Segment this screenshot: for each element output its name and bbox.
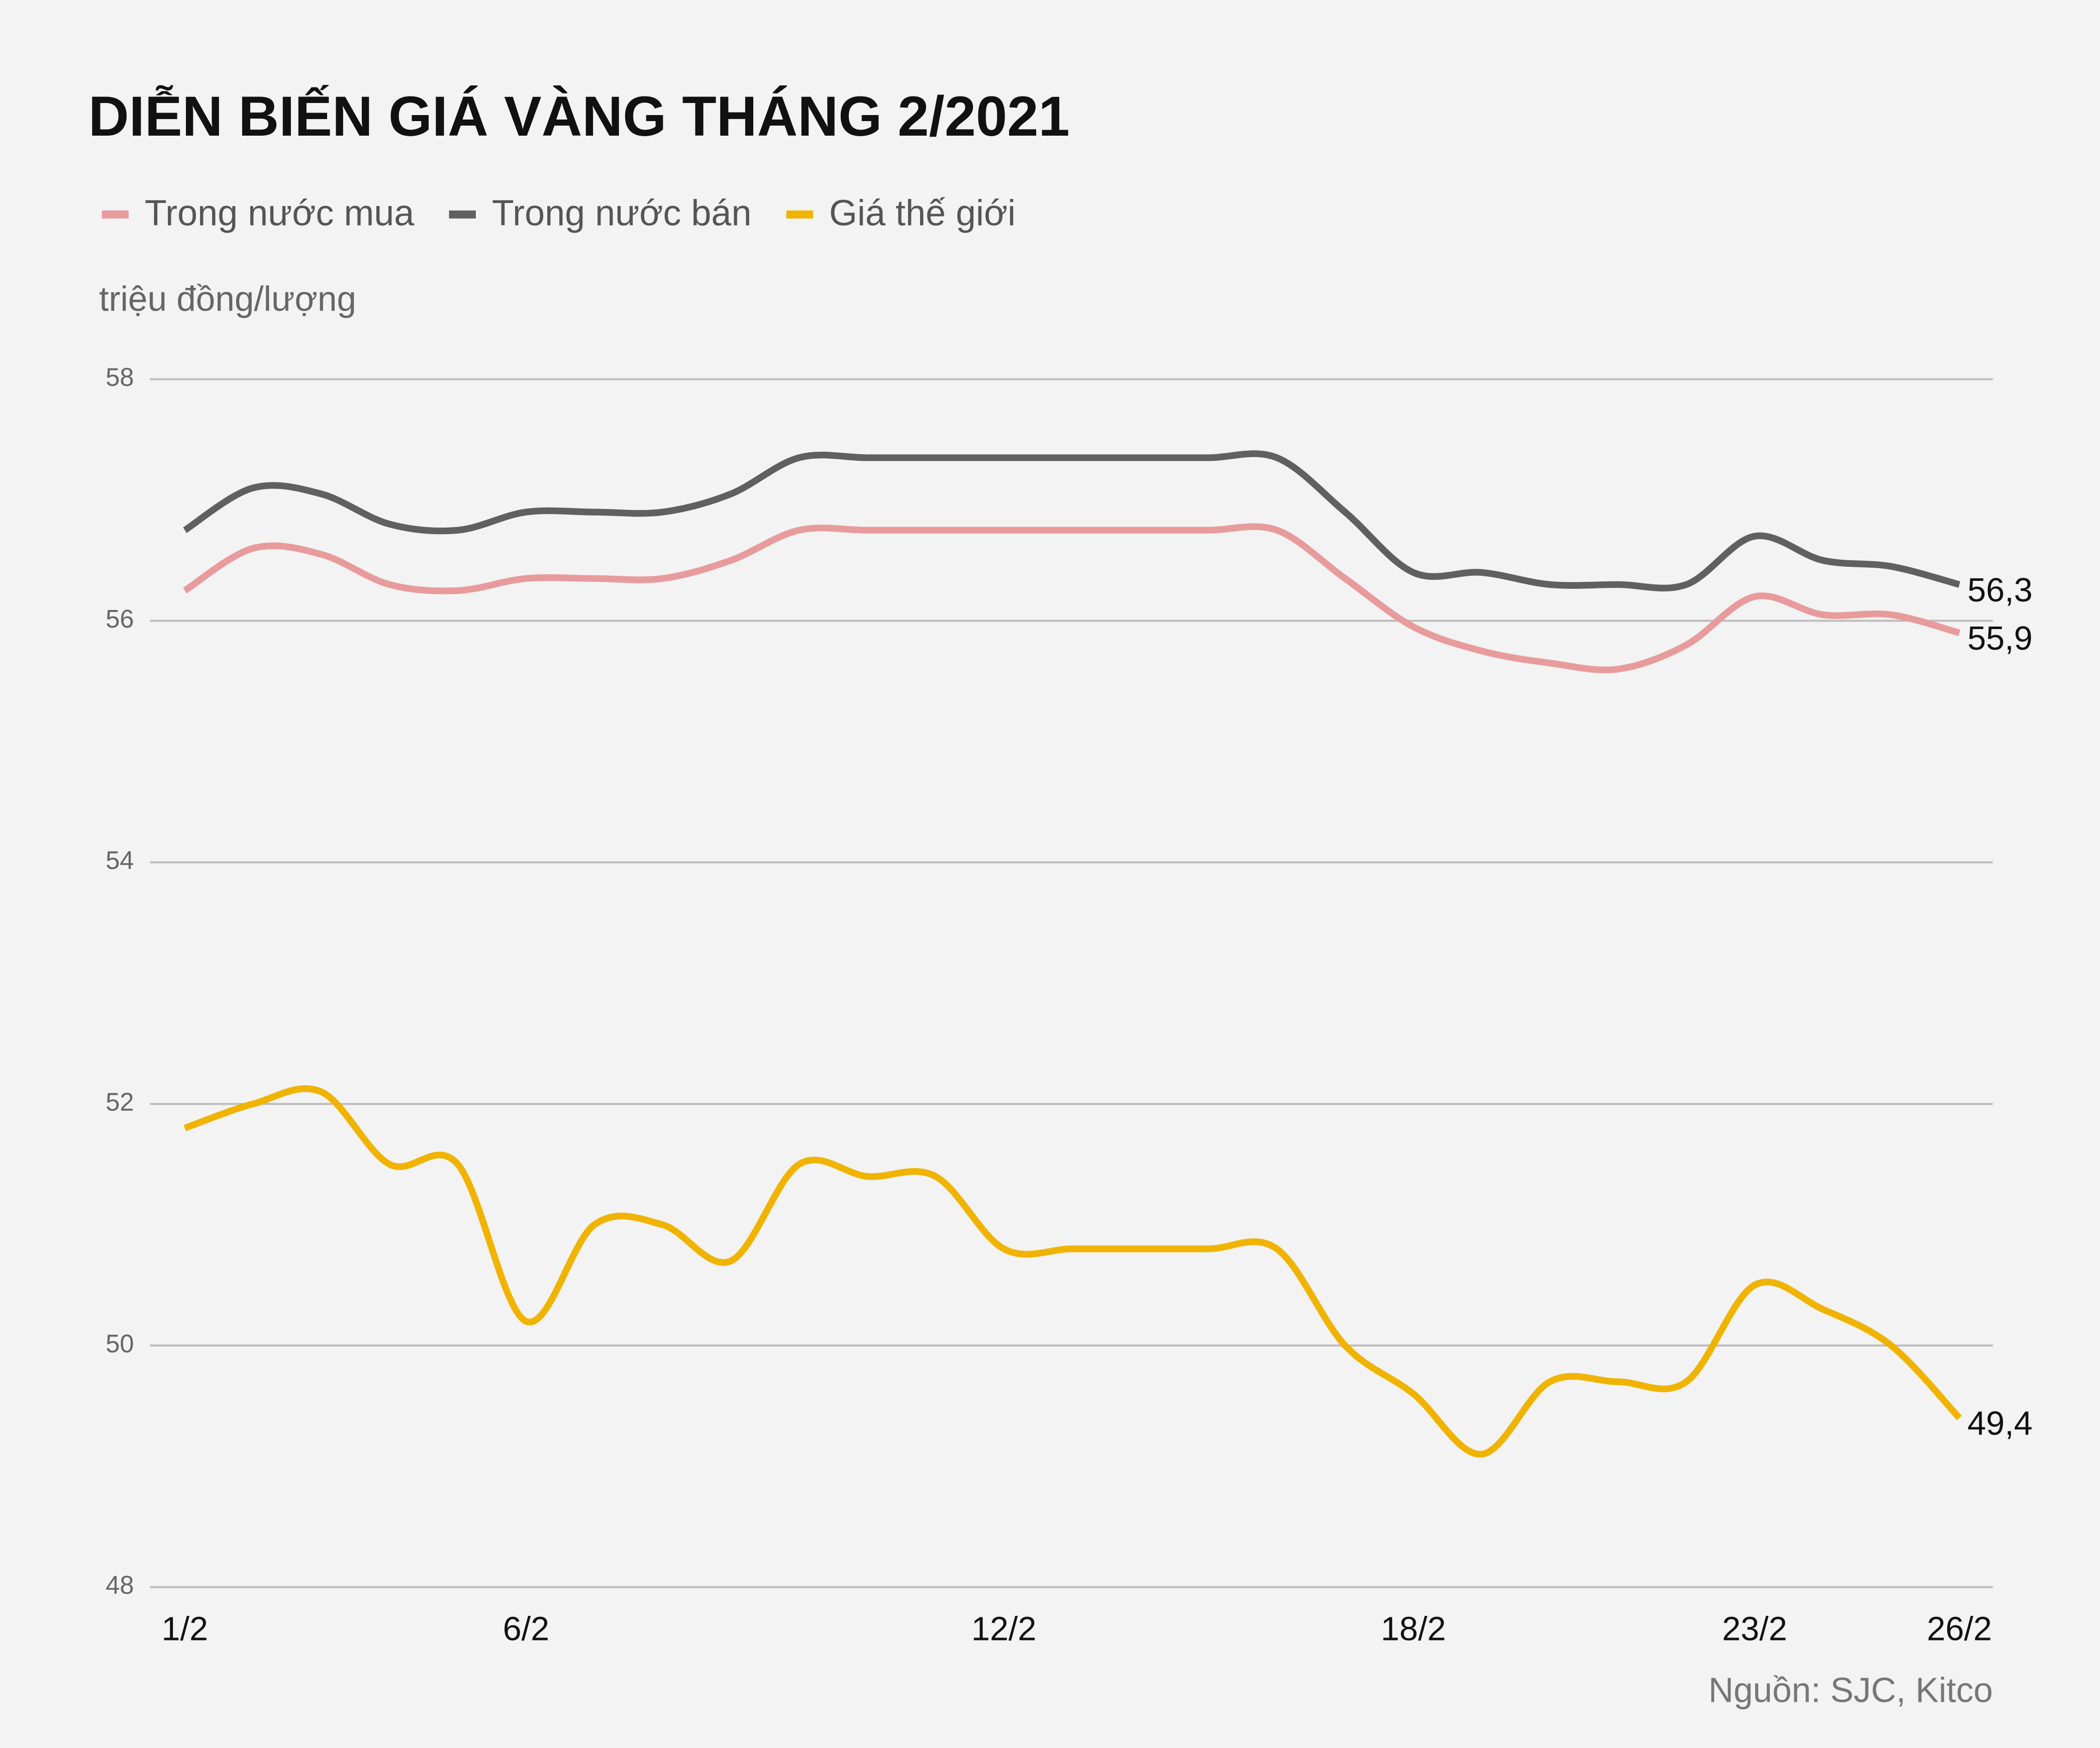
- value-label: 56,3: [1967, 572, 2033, 609]
- value-label: 55,9: [1967, 620, 2033, 657]
- y-tick-label: 56: [106, 604, 134, 633]
- chart-title: DIỄN BIẾN GIÁ VÀNG THÁNG 2/2021: [88, 85, 1070, 148]
- legend-label: Giá thế giới: [829, 193, 1016, 234]
- x-tick-label: 1/2: [161, 1610, 208, 1648]
- y-tick-label: 54: [106, 846, 134, 875]
- value-label: 49,4: [1967, 1405, 2033, 1443]
- x-tick-label: 26/2: [1927, 1610, 1992, 1648]
- legend-label: Trong nước bán: [492, 193, 752, 234]
- source: Nguồn: SJC, Kitco: [1709, 1671, 1993, 1710]
- x-tick-label: 23/2: [1722, 1610, 1787, 1648]
- series-line: [183, 523, 1960, 673]
- y-tick-label: 52: [106, 1087, 134, 1116]
- legend-label: Trong nước mua: [145, 193, 415, 234]
- series-line: [183, 450, 1960, 592]
- y-tick-label: 58: [106, 363, 134, 391]
- y-tick-label: 48: [106, 1571, 134, 1599]
- x-tick-label: 18/2: [1381, 1610, 1446, 1648]
- series-line: [183, 1085, 1962, 1458]
- x-tick-label: 6/2: [503, 1610, 550, 1648]
- y-tick-label: 50: [106, 1329, 134, 1358]
- y-axis-label: triệu đồng/lượng: [99, 279, 356, 318]
- x-tick-label: 12/2: [971, 1610, 1037, 1648]
